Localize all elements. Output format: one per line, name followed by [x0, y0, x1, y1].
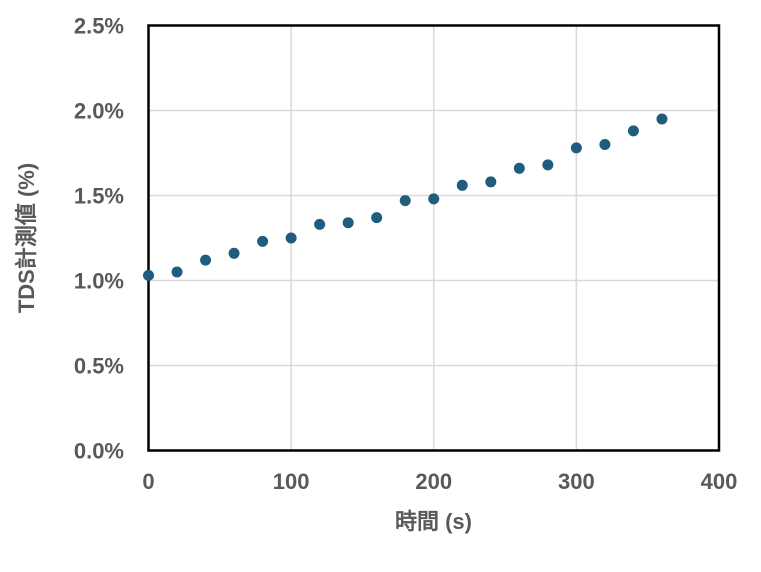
data-point — [627, 125, 639, 137]
x-tick-label: 0 — [142, 469, 154, 494]
data-points-layer — [143, 113, 668, 281]
x-tick-label: 100 — [273, 469, 310, 494]
y-tick-label: 2.0% — [74, 99, 124, 124]
y-tick-label: 0.5% — [74, 354, 124, 379]
y-tick-label: 1.5% — [74, 184, 124, 209]
data-point — [485, 176, 497, 188]
x-axis-tick-labels: 0 100 200 300 400 — [142, 469, 737, 494]
x-tick-label: 400 — [701, 469, 738, 494]
data-point — [314, 218, 326, 230]
x-axis-title: 時間 (s) — [395, 509, 472, 534]
gridlines-layer — [148, 25, 719, 451]
data-point — [570, 142, 582, 154]
data-point — [656, 113, 668, 125]
data-point — [428, 193, 440, 205]
data-point — [143, 269, 154, 281]
data-point — [456, 179, 468, 191]
data-point — [342, 217, 354, 229]
x-tick-label: 300 — [558, 469, 595, 494]
data-point — [200, 254, 212, 266]
data-point — [542, 159, 554, 171]
data-point — [171, 266, 183, 278]
data-point — [285, 232, 297, 244]
plot-area-border — [147, 24, 721, 452]
y-tick-label: 0.0% — [74, 439, 124, 464]
data-point — [599, 139, 611, 150]
y-tick-label: 2.5% — [74, 14, 124, 39]
x-tick-label: 200 — [415, 469, 452, 494]
y-axis-tick-labels: 0.0% 0.5% 1.0% 1.5% 2.0% 2.5% — [74, 14, 124, 464]
data-point — [257, 235, 269, 247]
data-point — [399, 195, 411, 207]
data-point — [228, 247, 240, 259]
y-tick-label: 1.0% — [74, 269, 124, 294]
data-point — [513, 162, 525, 174]
data-point — [371, 212, 383, 224]
y-axis-title: TDS計測値 (%) — [14, 163, 39, 313]
